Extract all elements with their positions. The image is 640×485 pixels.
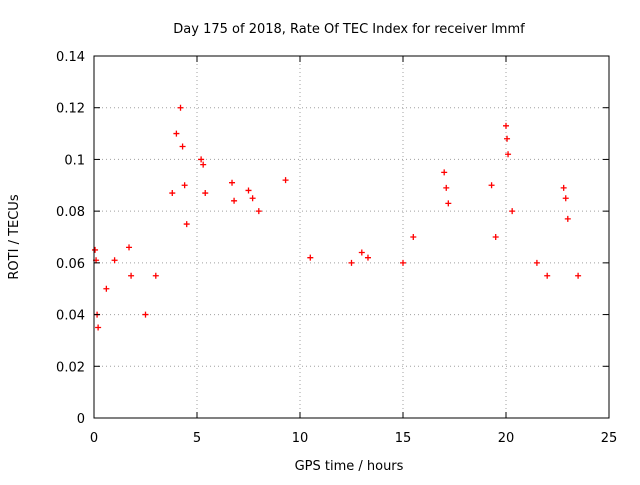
y-axis-label: ROTI / TECUs: [7, 194, 22, 279]
data-point: [103, 285, 110, 292]
data-point: [245, 187, 252, 194]
y-tick-label: 0.14: [56, 50, 85, 65]
data-point: [200, 161, 207, 168]
data-point: [198, 156, 205, 163]
x-axis-label: GPS time / hours: [295, 459, 404, 474]
data-point: [445, 200, 452, 207]
data-point: [441, 169, 448, 176]
plot-frame: [93, 55, 610, 419]
data-point: [443, 184, 450, 191]
data-point: [505, 151, 512, 158]
data-point: [564, 215, 571, 222]
y-tick-label: 0.08: [56, 205, 85, 220]
data-point: [177, 104, 184, 111]
x-tick-label: 10: [292, 431, 309, 446]
data-point: [562, 195, 569, 202]
data-points: [92, 104, 582, 331]
data-point: [533, 259, 540, 266]
data-point: [202, 190, 209, 197]
data-point: [169, 190, 176, 197]
y-tick-label: 0.1: [64, 153, 85, 168]
chart-title: Day 175 of 2018, Rate Of TEC Index for r…: [173, 22, 525, 37]
data-point: [509, 208, 516, 215]
x-tick-label: 0: [90, 431, 98, 446]
data-point: [488, 182, 495, 189]
axis-ticks: 0 0.02 0.04 0.06 0.08 0.1 0.12 0.14 0 5 10 15 20 25: [56, 50, 617, 446]
data-point: [307, 254, 314, 261]
x-tick-label: 5: [193, 431, 201, 446]
data-point: [92, 246, 99, 253]
data-point: [229, 179, 236, 186]
data-point: [173, 130, 180, 137]
data-point: [575, 272, 582, 279]
data-point: [111, 257, 118, 264]
data-point: [364, 254, 371, 261]
data-point: [492, 234, 499, 240]
data-point: [504, 135, 511, 142]
data-point: [128, 272, 135, 279]
data-point: [179, 143, 186, 150]
x-tick-label: 15: [395, 431, 412, 446]
data-point: [560, 184, 567, 191]
data-point: [400, 259, 406, 266]
data-point: [181, 182, 188, 189]
data-point: [152, 272, 159, 279]
data-point: [249, 195, 256, 202]
data-point: [503, 122, 509, 129]
data-point: [410, 234, 417, 240]
data-point: [282, 177, 289, 184]
y-tick-label: 0.02: [56, 360, 85, 375]
x-tick-label: 20: [498, 431, 515, 446]
data-point: [358, 249, 365, 256]
y-tick-label: 0.06: [56, 257, 85, 272]
x-tick-label: 25: [601, 431, 618, 446]
data-point: [255, 208, 262, 215]
data-point: [348, 259, 355, 266]
y-tick-label: 0.04: [56, 309, 85, 324]
y-tick-label: 0.12: [56, 102, 85, 117]
y-tick-label: 0: [77, 412, 85, 427]
data-point: [544, 272, 551, 279]
data-point: [183, 221, 190, 228]
data-point: [126, 244, 133, 251]
data-point: [95, 324, 102, 331]
grid-lines: [94, 56, 609, 418]
data-point: [142, 311, 149, 318]
data-point: [231, 197, 238, 204]
